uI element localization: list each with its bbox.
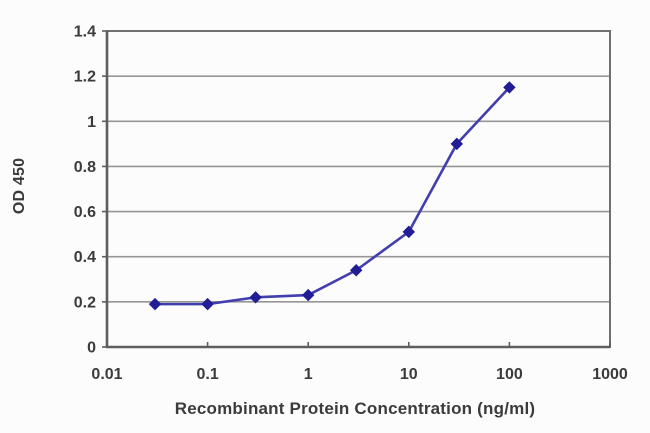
data-point-marker [349, 264, 363, 277]
y-tick-label: 0.6 [74, 204, 96, 221]
x-axis-title: Recombinant Protein Concentration (ng/ml… [174, 399, 536, 418]
plot-frame [106, 30, 611, 348]
data-point-marker [402, 225, 416, 239]
y-tick-label: 0.4 [74, 249, 96, 266]
x-tick-label: 10 [400, 366, 418, 383]
x-tick-label: 100 [496, 366, 523, 383]
x-tick-label: 0.01 [91, 366, 122, 383]
y-axis-title: OD 450 [11, 157, 28, 215]
y-tick-label: 0 [87, 340, 96, 357]
y-tick-label: 1 [87, 114, 96, 131]
data-point-marker [148, 297, 162, 311]
y-tick-label: 0.8 [74, 159, 96, 176]
y-tick-label: 1.2 [74, 69, 96, 86]
x-tick-label: 1000 [592, 366, 628, 383]
data-point-marker [201, 297, 214, 311]
data-point-marker [450, 137, 464, 151]
data-point-marker [503, 81, 516, 94]
y-tick-label: 1.4 [74, 24, 96, 41]
x-tick-label: 0.1 [196, 366, 218, 383]
x-tick-label: 1 [304, 366, 313, 383]
data-series-line [153, 86, 511, 306]
data-point-marker [249, 291, 262, 304]
data-point-marker [301, 288, 315, 302]
y-tick-label: 0.2 [74, 294, 96, 311]
